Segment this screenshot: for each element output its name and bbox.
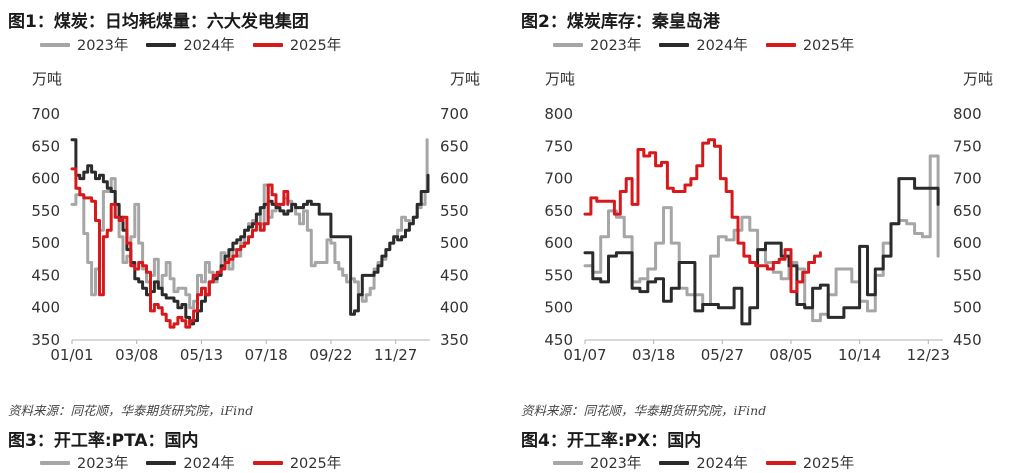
y-tick-right-650: 650 [440,137,469,155]
series-line-2024 [70,138,430,326]
x-tick-label-4: 10/14 [838,346,881,364]
y-tick-right-450: 450 [953,331,982,349]
legend-item-2025: 2025年 [765,34,855,55]
legend-label-2024: 2024年 [183,38,235,54]
x-tick-label-3: 08/05 [769,346,812,364]
y-tick-right-650: 650 [953,202,982,220]
y-tick-left-550: 550 [31,202,60,220]
x-tick-label-1: 03/18 [632,346,675,364]
y-tick-left-650: 650 [544,202,573,220]
y-tick-left-800: 800 [544,105,573,123]
y-tick-right-450: 450 [440,266,469,284]
y-tick-left-500: 500 [544,299,573,317]
next-figure-title: 图4：开工率:PX：国内 [521,431,702,451]
y-tick-left-500: 500 [31,234,60,252]
y-tick-right-550: 550 [440,202,469,220]
y-tick-right-600: 600 [440,170,469,188]
x-tick-label-2: 05/13 [180,346,223,364]
y-unit-right: 万吨 [963,70,993,88]
line-chart-coal-consumption: 万吨 万吨 350 350 400 400 450 450 500 500 550 550 600 600… [31,70,480,364]
legend-item-2025: 2025年 [252,34,342,55]
y-tick-left-600: 600 [31,170,60,188]
legend-swatch-2025 [765,42,796,47]
y-tick-right-800: 800 [953,105,982,123]
series-line-2025 [583,138,822,294]
legend-label-2025: 2025年 [289,38,342,54]
source-note: 资料来源：同花顺，华泰期货研究院，iFind [8,403,254,418]
y-tick-left-350: 350 [31,331,60,349]
y-tick-right-750: 750 [953,137,982,155]
legend-swatch-2023 [40,42,70,47]
y-unit-left: 万吨 [545,70,575,88]
x-tick-label-0: 01/07 [563,346,606,364]
y-tick-right-700: 700 [953,170,982,188]
y-tick-right-600: 600 [953,234,982,252]
y-tick-left-450: 450 [544,331,573,349]
y-tick-right-550: 550 [953,266,982,284]
series-line-2023 [70,138,429,310]
x-tick-label-4: 09/22 [309,346,352,364]
legend-swatch-2024 [146,42,177,47]
legend-label-2024: 2024年 [696,38,748,54]
legend-item-2023: 2023年 [553,34,641,55]
y-tick-left-550: 550 [544,266,573,284]
legend-swatch-2024 [659,42,690,47]
legend-swatch-2023 [553,42,583,47]
series-line-2024 [583,177,940,326]
legend-label-2025: 2025年 [802,38,855,54]
y-tick-left-450: 450 [31,266,60,284]
legend-item-2024: 2024年 [659,34,748,55]
x-tick-label-5: 12/23 [907,346,950,364]
y-tick-right-400: 400 [440,299,469,317]
y-tick-right-350: 350 [440,331,469,349]
chart-legend: 2023年 2024年 2025年 [40,34,341,55]
legend-swatch-2025 [252,42,283,47]
y-tick-left-700: 700 [31,105,60,123]
line-chart-qhd-inventory: 万吨 万吨 450 450 500 500 550 550 600 600 650 650 700 700… [544,70,993,364]
y-tick-right-700: 700 [440,105,469,123]
chart-legend: 2023年 2024年 2025年 [553,34,854,55]
x-tick-label-0: 01/01 [50,346,93,364]
y-tick-right-500: 500 [440,234,469,252]
chart-title: 图1：煤炭：日均耗煤量：六大发电集团 [8,12,309,32]
x-tick-label-5: 11/27 [374,346,417,364]
legend-item-2023: 2023年 [40,34,128,55]
y-tick-right-500: 500 [953,299,982,317]
y-unit-right: 万吨 [450,70,480,88]
chart-panel-qhd-inventory: 图2：煤炭库存：秦皇岛港 2023年 2024年 2025年 万吨 万吨 450 45… [513,0,1026,472]
legend-item-2024: 2024年 [146,34,235,55]
y-tick-left-600: 600 [544,234,573,252]
source-note: 资料来源：同花顺，华泰期货研究院，iFind [521,403,767,418]
next-figure-title: 图3：开工率:PTA：国内 [8,431,199,451]
chart-panel-coal-consumption: 图1：煤炭：日均耗煤量：六大发电集团 2023年 2024年 2025年 万吨万… [0,0,513,472]
y-tick-left-750: 750 [544,137,573,155]
legend-label-2023: 2023年 [590,38,642,54]
x-tick-label-2: 05/27 [701,346,744,364]
y-unit-left: 万吨 [32,70,62,88]
legend-label-2023: 2023年 [77,38,129,54]
y-tick-left-700: 700 [544,170,573,188]
series-line-2025 [70,167,290,329]
y-tick-left-650: 650 [31,137,60,155]
x-tick-label-3: 07/18 [245,346,288,364]
x-tick-label-1: 03/08 [115,346,158,364]
y-tick-left-400: 400 [31,299,60,317]
chart-title: 图2：煤炭库存：秦皇岛港 [521,12,720,32]
